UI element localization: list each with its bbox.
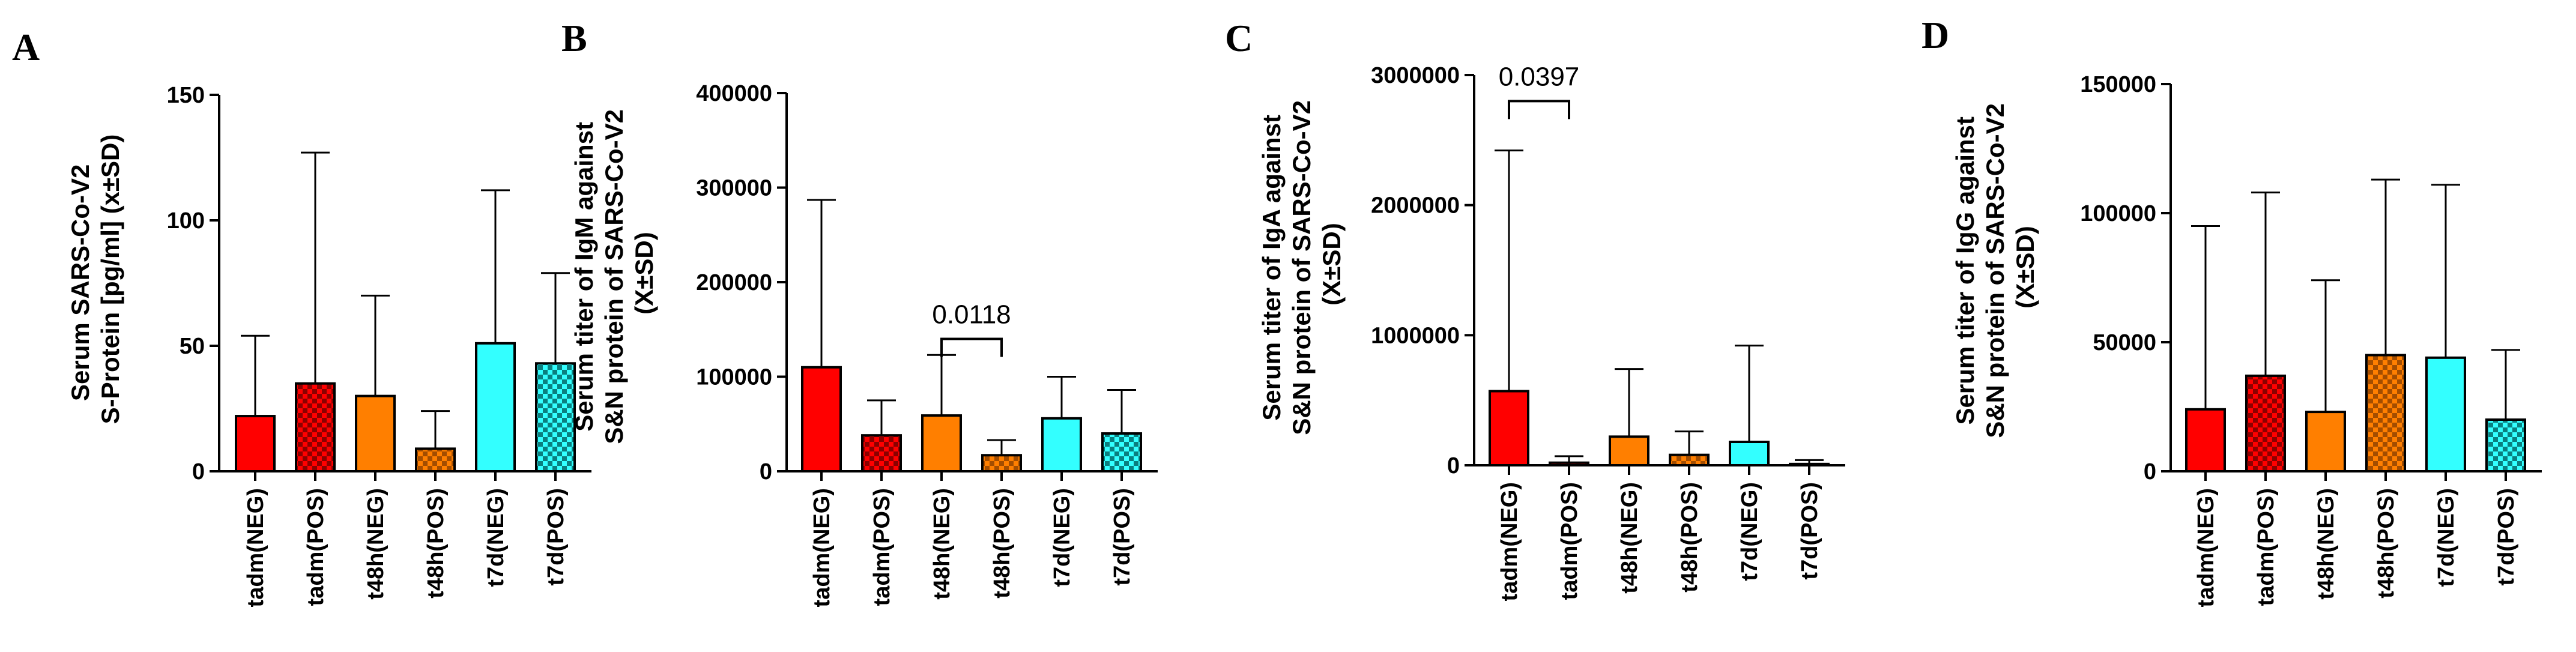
panel-c: C Serum titer of IgA against S&N protein… (1225, 17, 1845, 601)
category-label-c-3: t48h(POS) (1677, 482, 1702, 593)
bar-d-0 (2185, 408, 2226, 472)
y-tick-label-b-3: 300000 (696, 176, 772, 201)
y-axis-label-c: Serum titer of IgA against S&N protein o… (1257, 93, 1346, 435)
bar-a-3 (415, 447, 456, 473)
category-label-b-4: t7d(NEG) (1050, 488, 1075, 587)
bar-a-0 (235, 415, 276, 472)
bar-c-1 (1549, 461, 1589, 467)
y-axis-label-c-line-2: S&N protein of SARS-Co-V2 (1287, 100, 1316, 435)
bar-b-5 (1101, 432, 1142, 472)
y-tick-label-c-1: 1000000 (1371, 323, 1460, 348)
y-tick-label-b-4: 400000 (696, 81, 772, 106)
y-axis-label-d-line-3: (X±SD) (2011, 226, 2039, 308)
bar-c-3 (1669, 453, 1710, 467)
y-tick-label-a-1: 50 (180, 334, 205, 359)
y-axis-label-d-line-1: Serum titer of IgG against (1951, 116, 1979, 424)
y-tick-label-a-2: 100 (167, 208, 205, 234)
category-label-a-0: tadm(NEG) (243, 488, 268, 607)
bar-c-4 (1729, 441, 1770, 466)
panel-letter-b: B (561, 17, 587, 59)
bar-c-2 (1609, 435, 1649, 466)
bar-a-4 (475, 342, 516, 472)
y-axis-label-d-line-2: S&N protein of SARS-Co-V2 (1981, 103, 2009, 438)
category-label-a-3: t48h(POS) (423, 488, 449, 599)
category-label-b-5: t7d(POS) (1110, 488, 1135, 586)
y-axis-label-b-line-3: (X±SD) (630, 232, 658, 314)
bar-b-0 (801, 366, 842, 472)
significance-bracket-c-0 (1508, 100, 1570, 119)
category-label-b-2: t48h(NEG) (930, 488, 955, 600)
category-label-d-4: t7d(NEG) (2434, 488, 2459, 587)
category-label-a-4: t7d(NEG) (483, 488, 509, 587)
y-axis-label-c-line-1: Serum titer of IgA against (1257, 115, 1286, 421)
panel-letter-c: C (1225, 17, 1253, 59)
y-axis-label-b-line-1: Serum titer of IgM against (570, 122, 598, 432)
bar-d-2 (2305, 411, 2346, 472)
category-label-c-5: t7d(POS) (1797, 482, 1822, 580)
bar-a-5 (535, 362, 576, 473)
category-label-d-0: tadm(NEG) (2194, 488, 2219, 607)
y-axis-label-a-line-1: Serum SARS-Co-V2 (66, 165, 94, 401)
category-label-d-2: t48h(NEG) (2314, 488, 2339, 600)
y-tick-label-b-1: 100000 (696, 365, 772, 390)
y-tick-label-c-2: 2000000 (1371, 193, 1460, 219)
category-label-c-2: t48h(NEG) (1617, 482, 1642, 594)
y-tick-label-c-0: 0 (1447, 453, 1460, 478)
y-tick-label-d-0: 0 (2144, 459, 2156, 484)
category-label-a-2: t48h(NEG) (363, 488, 389, 600)
significance-bracket-b-0 (940, 337, 1003, 357)
category-label-b-1: tadm(POS) (869, 488, 895, 606)
bar-b-3 (981, 454, 1022, 472)
category-label-b-3: t48h(POS) (990, 488, 1015, 599)
y-tick-label-b-0: 0 (760, 459, 772, 484)
category-label-d-5: t7d(POS) (2494, 488, 2519, 586)
panel-letter-d: D (1921, 14, 1949, 56)
y-tick-label-b-2: 200000 (696, 270, 772, 295)
category-label-c-1: tadm(POS) (1557, 482, 1582, 600)
y-tick-label-a-3: 150 (167, 83, 205, 108)
y-axis-label-a: Serum SARS-Co-V2 S-Protein [pg/ml] (x±SD… (66, 134, 124, 424)
bar-a-1 (295, 382, 336, 473)
y-axis-label-a-line-2: S-Protein [pg/ml] (x±SD) (96, 134, 124, 424)
category-label-a-5: t7d(POS) (543, 488, 569, 586)
category-label-c-4: t7d(NEG) (1737, 482, 1762, 581)
panel-letter-a: A (12, 26, 40, 68)
category-label-c-0: tadm(NEG) (1497, 482, 1522, 601)
y-tick-label-a-0: 0 (192, 459, 205, 484)
bar-a-2 (355, 394, 396, 472)
bar-c-5 (1789, 462, 1830, 466)
bar-d-3 (2365, 354, 2406, 472)
panel-d: D Serum titer of IgG against S&N protein… (1921, 14, 2542, 607)
y-axis-label-b-line-2: S&N protein of SARS-Co-V2 (600, 109, 628, 444)
y-axis-label-d: Serum titer of IgG against S&N protein o… (1951, 96, 2039, 438)
y-tick-label-d-2: 100000 (2080, 201, 2156, 226)
category-label-b-0: tadm(NEG) (809, 488, 835, 607)
y-axis-label-b: Serum titer of IgM against S&N protein o… (570, 102, 658, 444)
category-label-d-3: t48h(POS) (2374, 488, 2399, 599)
bar-c-0 (1489, 390, 1529, 466)
bar-d-1 (2245, 374, 2286, 473)
panel-b: B Serum titer of IgM against S&N protein… (561, 17, 1158, 607)
bar-b-2 (921, 414, 962, 473)
y-axis-label-c-line-3: (X±SD) (1317, 223, 1346, 305)
bar-b-4 (1041, 417, 1082, 472)
y-tick-label-d-3: 150000 (2080, 72, 2156, 97)
bar-d-5 (2485, 418, 2526, 472)
panel-a: A Serum SARS-Co-V2 S-Protein [pg/ml] (x±… (12, 26, 591, 607)
y-tick-label-c-3: 3000000 (1371, 63, 1460, 88)
category-label-a-1: tadm(POS) (303, 488, 328, 606)
category-label-d-1: tadm(POS) (2254, 488, 2279, 606)
y-tick-label-d-1: 50000 (2093, 330, 2156, 355)
p-value-label-b-0: 0.0118 (932, 300, 1011, 330)
p-value-label-c-0: 0.0397 (1499, 62, 1580, 91)
bar-b-1 (861, 434, 902, 473)
bar-d-4 (2425, 356, 2466, 472)
